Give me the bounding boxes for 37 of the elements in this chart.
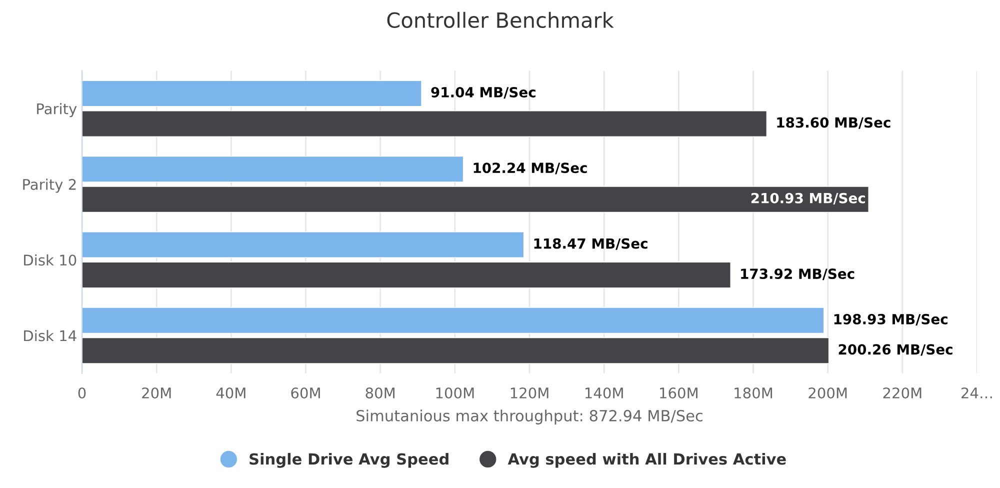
x-tick-label: 40M: [216, 387, 246, 398]
x-tick-label: 80M: [366, 387, 394, 398]
x-tick-label: 160M: [660, 387, 698, 398]
data-label: 118.47 MB/Sec: [534, 238, 648, 250]
data-label: 200.26 MB/Sec: [838, 344, 952, 356]
legend-label: Single Drive Avg Speed: [250, 452, 448, 468]
data-label: 183.60 MB/Sec: [777, 117, 890, 129]
data-label: 173.92 MB/Sec: [741, 268, 854, 280]
bar: [82, 186, 869, 213]
bar: [82, 110, 768, 137]
x-tick-label: 220M: [883, 387, 922, 398]
data-label: 198.93 MB/Sec: [834, 314, 948, 326]
y-tick-label: Parity 2: [23, 178, 76, 193]
x-tick-label: 100M: [436, 387, 474, 398]
chart-title: Controller Benchmark: [387, 12, 614, 28]
bar: [82, 307, 824, 334]
x-tick-label: 24…: [962, 387, 992, 398]
bar: [82, 337, 830, 364]
data-label: 210.93 MB/Sec: [751, 192, 865, 204]
x-tick-label: 200M: [808, 387, 847, 398]
x-tick-label: 140M: [585, 387, 623, 398]
x-tick-label: 20M: [142, 387, 171, 398]
bar: [82, 156, 464, 182]
bar: [82, 262, 731, 288]
y-tick-label: Parity: [37, 103, 77, 118]
x-tick-label: 180M: [734, 387, 772, 398]
bar: [82, 80, 422, 107]
bar: [82, 232, 524, 258]
x-tick-label: 60M: [291, 387, 320, 398]
legend-label: Avg speed with All Drives Active: [508, 452, 786, 468]
y-tick-label: Disk 14: [24, 330, 76, 342]
data-label: 102.24 MB/Sec: [474, 162, 587, 174]
x-axis-title: Simutanious max throughput: 872.94 MB/Sec: [356, 410, 702, 424]
x-tick-label: 120M: [510, 387, 548, 398]
data-label: 91.04 MB/Sec: [431, 86, 536, 99]
x-tick-label: 0: [78, 387, 86, 398]
y-tick-label: Disk 10: [24, 254, 76, 266]
